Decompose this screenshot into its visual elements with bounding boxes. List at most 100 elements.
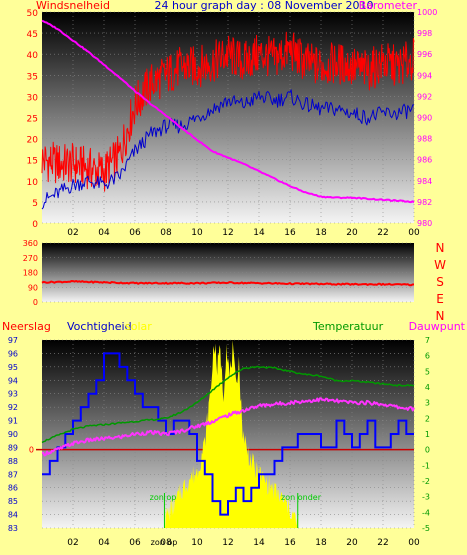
temperature-y-tick-label: 3 xyxy=(425,399,430,408)
humidity-y-tick-label: 93 xyxy=(8,390,18,399)
wind-speed-label: Windsnelheid xyxy=(36,0,110,12)
humidity-y-tick-label: 96 xyxy=(8,349,18,358)
axis-sunrise-label: zon op xyxy=(151,538,178,547)
wind-y-tick-label: 5 xyxy=(32,199,38,209)
wind-x-tick-label: 06 xyxy=(129,228,141,238)
barometer-y-tick-label: 1000 xyxy=(417,8,437,17)
temperature-y-tick-label: -5 xyxy=(422,524,430,533)
wind-y-tick-label: 35 xyxy=(27,72,38,82)
temperature-y-tick-label: -3 xyxy=(422,493,430,502)
wind-y-tick-label: 45 xyxy=(27,30,38,40)
barometer-y-tick-label: 996 xyxy=(417,50,432,59)
wind-direction-line xyxy=(41,280,415,287)
wind-x-tick-label: 02 xyxy=(67,228,78,238)
humidity-y-tick-label: 97 xyxy=(8,336,18,345)
humidity-y-tick-label: 85 xyxy=(8,497,18,506)
weather-x-tick-label: 16 xyxy=(284,538,296,548)
weather-x-tick-label: 10 xyxy=(191,538,203,548)
direction-y-tick-label: 360 xyxy=(23,239,38,248)
direction-y-tick-label: 180 xyxy=(23,269,38,278)
barometer-y-tick-label: 998 xyxy=(417,29,432,38)
weather-x-tick-label: 20 xyxy=(346,538,358,548)
wind-x-tick-label: 18 xyxy=(315,228,327,238)
temperature-y-tick-label: 6 xyxy=(425,352,430,361)
temperature-label: Temperatuur xyxy=(312,320,384,333)
barometer-y-tick-label: 986 xyxy=(417,156,432,165)
barometer-y-tick-label: 992 xyxy=(417,92,432,101)
weather-x-tick-label: 18 xyxy=(315,538,327,548)
weather-x-tick-label: 22 xyxy=(377,538,388,548)
barometer-line xyxy=(41,19,415,204)
humidity-y-tick-label: 86 xyxy=(8,484,18,493)
wind-y-tick-label: 15 xyxy=(27,157,38,167)
wind-gust-line xyxy=(41,31,415,192)
direction-panel-bg xyxy=(42,243,414,302)
barometer-label: Barometer xyxy=(359,0,418,12)
wind-y-tick-label: 25 xyxy=(27,115,38,125)
temperature-y-tick-label: 7 xyxy=(425,336,430,345)
dewpoint-line xyxy=(41,397,415,457)
humidity-y-tick-label: 83 xyxy=(8,524,18,533)
temperature-y-tick-label: 0 xyxy=(425,446,430,455)
wind-x-tick-label: 22 xyxy=(377,228,388,238)
weather-x-tick-label: 12 xyxy=(222,538,233,548)
wind-y-tick-label: 20 xyxy=(27,136,39,146)
sunrise-marker-label: zon op xyxy=(150,493,177,502)
wind-y-tick-label: 40 xyxy=(27,51,39,61)
temperature-y-tick-label: -1 xyxy=(422,461,430,470)
weather-x-tick-label: 14 xyxy=(253,538,265,548)
humidity-line xyxy=(42,352,414,516)
wind-y-tick-label: 50 xyxy=(27,9,39,19)
series-lines xyxy=(41,19,415,516)
solar-label: solar xyxy=(125,320,152,333)
humidity-label: Vochtigheid xyxy=(67,320,132,333)
tick-labels: 0510152025303540455098098298498698899099… xyxy=(8,8,438,548)
wind-y-tick-label: 30 xyxy=(27,93,39,103)
temperature-y-tick-label: 1 xyxy=(425,430,430,439)
compass-letter-n-bottom: N xyxy=(436,309,445,323)
weather-x-tick-label: 02 xyxy=(67,538,78,548)
wind-x-tick-label: 12 xyxy=(222,228,233,238)
wind-x-tick-label: 20 xyxy=(346,228,358,238)
compass-letter-e: E xyxy=(436,292,444,306)
humidity-y-tick-label: 94 xyxy=(8,376,18,385)
wind-y-tick-label: 0 xyxy=(32,220,38,230)
chart-title: 24 hour graph day : 08 November 2010 xyxy=(154,0,373,12)
compass-letter-s: S xyxy=(436,275,444,289)
wind-x-tick-label: 00 xyxy=(408,228,420,238)
wind-y-tick-label: 10 xyxy=(27,178,39,188)
direction-y-tick-label: 0 xyxy=(33,298,38,307)
barometer-y-tick-label: 982 xyxy=(417,198,432,207)
humidity-y-tick-label: 84 xyxy=(8,511,18,520)
direction-y-tick-label: 270 xyxy=(23,254,38,263)
temperature-y-tick-label: 2 xyxy=(425,414,430,423)
wind-x-tick-label: 04 xyxy=(98,228,110,238)
barometer-y-tick-label: 980 xyxy=(417,219,432,228)
barometer-y-tick-label: 984 xyxy=(417,177,432,186)
humidity-y-tick-label: 90 xyxy=(8,430,18,439)
humidity-y-tick-label: 87 xyxy=(8,470,18,479)
weather-x-tick-label: 00 xyxy=(408,538,420,548)
humidity-y-tick-label: 92 xyxy=(8,403,18,412)
weather-x-tick-label: 04 xyxy=(98,538,110,548)
sunset-marker-label: zon onder xyxy=(281,493,322,502)
rain-label: Neerslag xyxy=(2,320,51,333)
wind-x-tick-label: 10 xyxy=(191,228,203,238)
temperature-y-tick-label: -4 xyxy=(422,508,430,517)
wind-x-tick-label: 14 xyxy=(253,228,265,238)
humidity-y-tick-label: 95 xyxy=(8,363,18,372)
humidity-y-tick-label: 89 xyxy=(8,443,18,452)
solar-area xyxy=(164,340,298,528)
direction-y-tick-label: 90 xyxy=(28,283,38,292)
temperature-y-tick-label: -2 xyxy=(422,477,430,486)
compass-letter-n-top: N xyxy=(436,241,445,255)
humidity-y-tick-label: 91 xyxy=(8,417,18,426)
wind-average-line xyxy=(41,89,414,210)
barometer-y-tick-label: 988 xyxy=(417,135,432,144)
weather-x-tick-label: 08 xyxy=(160,538,172,548)
wind-x-tick-label: 16 xyxy=(284,228,296,238)
barometer-y-tick-label: 994 xyxy=(417,71,432,80)
dewpoint-label: Dauwpunt xyxy=(409,320,466,333)
